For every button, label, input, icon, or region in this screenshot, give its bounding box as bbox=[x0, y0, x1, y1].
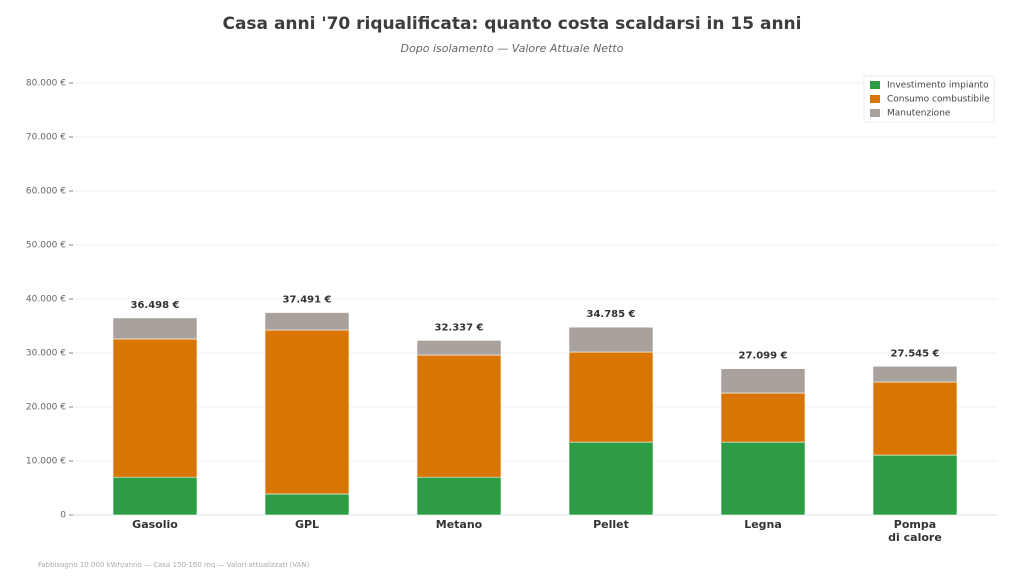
bar-segment bbox=[720, 441, 806, 516]
bar-segment bbox=[416, 476, 502, 516]
bar-segment bbox=[264, 493, 350, 516]
total-label: 37.491 € bbox=[282, 295, 331, 306]
bar-segment bbox=[568, 326, 654, 353]
total-label: 36.498 € bbox=[130, 300, 179, 311]
legend-swatch bbox=[870, 81, 880, 89]
y-tick-label: 30.000 € bbox=[26, 349, 66, 359]
y-tick-label: 60.000 € bbox=[26, 187, 66, 197]
y-tick-label: 20.000 € bbox=[26, 403, 66, 413]
legend-box bbox=[863, 75, 995, 123]
bar-segment bbox=[872, 454, 958, 516]
total-label: 27.099 € bbox=[738, 351, 787, 362]
footnote: Fabbisogno 10.000 kWh/anno — Casa 150-16… bbox=[38, 561, 310, 569]
bar-segment bbox=[568, 441, 654, 516]
bar-segment bbox=[568, 351, 654, 443]
legend-swatch bbox=[870, 109, 880, 117]
bar-segment bbox=[416, 354, 502, 478]
legend-label: Consumo combustibile bbox=[887, 95, 990, 105]
total-label: 32.337 € bbox=[434, 322, 483, 333]
bar-segment bbox=[416, 340, 502, 356]
y-tick-label: 0 bbox=[60, 511, 66, 521]
x-tick-label: Metano bbox=[436, 518, 483, 531]
legend-label: Manutenzione bbox=[887, 109, 951, 119]
x-tick-label: Pellet bbox=[593, 518, 629, 531]
legend-label: Investimento impianto bbox=[887, 81, 989, 91]
x-tick-label: Pompa di calore bbox=[888, 518, 942, 544]
chart-title: Casa anni '70 riqualificata: quanto cost… bbox=[222, 14, 801, 34]
bar-segment bbox=[112, 476, 198, 516]
bar-segment bbox=[720, 392, 806, 443]
x-tick-label: Legna bbox=[744, 518, 782, 531]
total-label: 34.785 € bbox=[586, 309, 635, 320]
x-tick-label: Gasolio bbox=[132, 518, 178, 531]
total-label: 27.545 € bbox=[890, 348, 939, 359]
bar-segment bbox=[872, 365, 958, 383]
bar-segment bbox=[264, 329, 350, 495]
bar-segment bbox=[112, 317, 198, 340]
bar-segment bbox=[872, 381, 958, 456]
chart-subtitle: Dopo isolamento — Valore Attuale Netto bbox=[401, 42, 624, 55]
bar-segment bbox=[720, 368, 806, 394]
bar-segment bbox=[264, 312, 350, 331]
y-tick-label: 40.000 € bbox=[26, 295, 66, 305]
y-tick-label: 50.000 € bbox=[26, 241, 66, 251]
legend-swatch bbox=[870, 95, 880, 103]
y-tick-label: 80.000 € bbox=[26, 79, 66, 89]
y-tick-label: 10.000 € bbox=[26, 457, 66, 467]
bar-segment bbox=[112, 338, 198, 478]
x-tick-label: GPL bbox=[295, 518, 319, 531]
y-tick-label: 70.000 € bbox=[26, 133, 66, 143]
